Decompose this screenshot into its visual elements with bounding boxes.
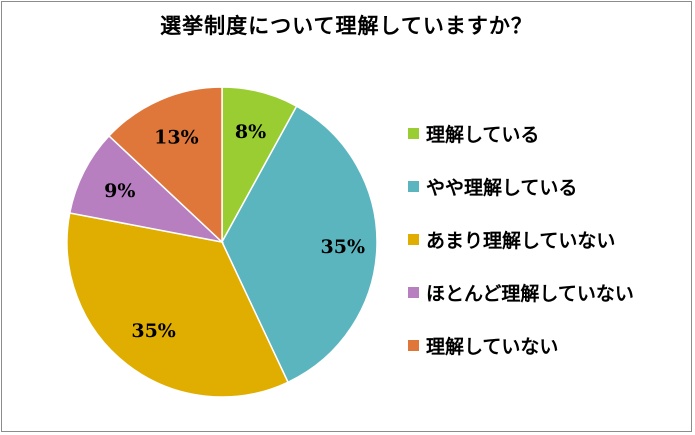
legend-item: あまり理解していない <box>408 224 615 254</box>
legend-item: ほとんど理解していない <box>408 277 634 307</box>
legend-swatch <box>408 180 419 192</box>
legend-item: やや理解している <box>408 171 577 201</box>
legend-item: 理解している <box>408 118 539 148</box>
legend-swatch <box>408 127 419 139</box>
pie-slice <box>107 86 223 244</box>
pie-slice <box>66 212 289 398</box>
slice-value-label: 13% <box>154 127 199 149</box>
legend-label: ほとんど理解していない <box>426 282 634 305</box>
legend-item: 理解していない <box>408 330 558 360</box>
legend-label: やや理解している <box>426 176 578 199</box>
slice-value-label: 35% <box>321 236 366 258</box>
pie-slice <box>68 134 225 244</box>
legend-label: 理解している <box>426 123 540 146</box>
slice-value-label: 8% <box>235 121 266 143</box>
chart-title: 選挙制度について理解していますか？ <box>160 13 533 38</box>
legend-label: 理解していない <box>426 335 559 358</box>
legend-label: あまり理解していない <box>426 229 616 252</box>
slice-value-label: 9% <box>104 180 135 202</box>
legend-swatch <box>408 233 419 245</box>
legend-swatch <box>408 286 419 298</box>
slice-value-label: 35% <box>131 320 176 342</box>
legend-swatch <box>408 339 419 351</box>
pie-slice <box>221 105 378 384</box>
